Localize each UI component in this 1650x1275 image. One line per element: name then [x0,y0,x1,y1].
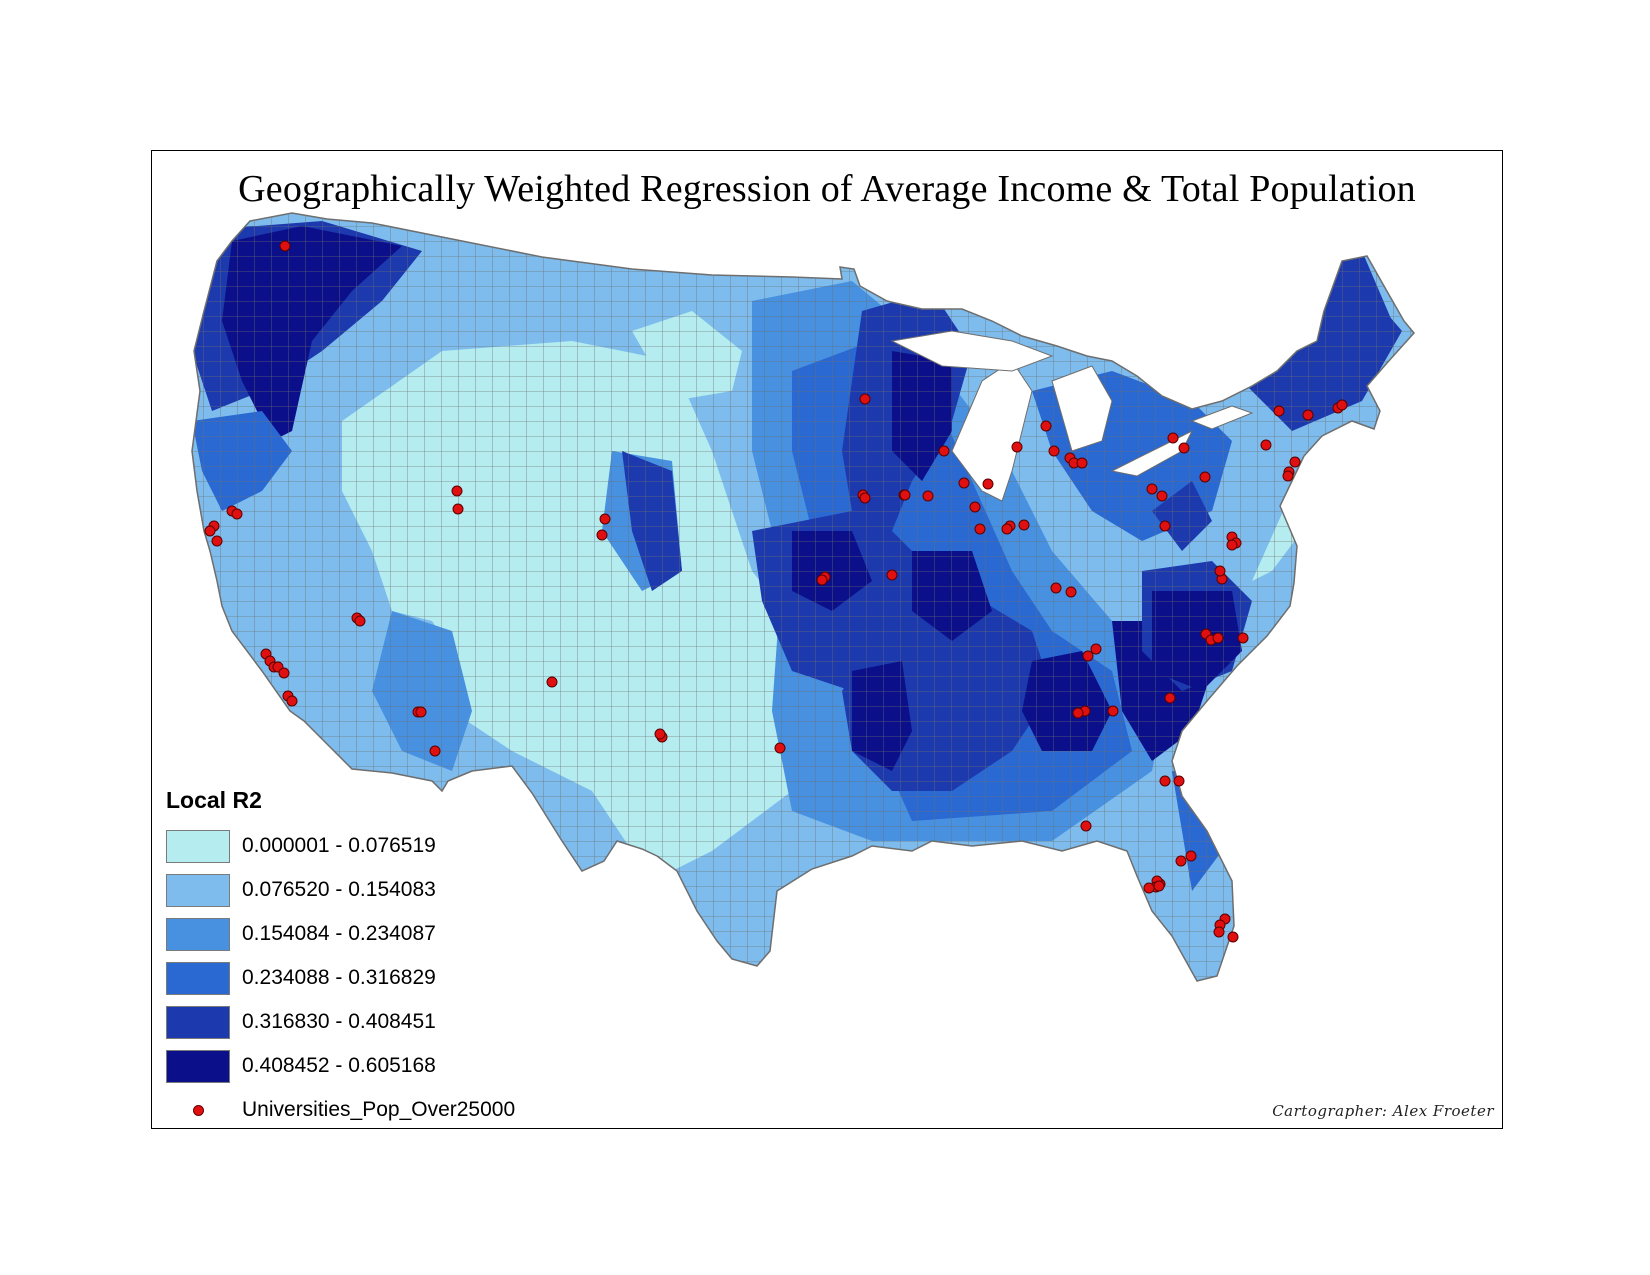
university-point [1001,523,1013,535]
university-point [1018,519,1030,531]
legend-label: 0.316830 - 0.408451 [242,1010,436,1033]
legend-label: 0.154084 - 0.234087 [242,922,436,945]
university-point [1164,692,1176,704]
university-point [211,535,223,547]
university-point [958,477,970,489]
university-point [415,706,427,718]
university-point [1072,707,1084,719]
legend-class-6: 0.408452 - 0.605168 [166,1044,586,1088]
legend-point-layer: Universities_Pop_Over25000 [166,1088,586,1128]
university-point [1011,441,1023,453]
legend: Local R2 0.000001 - 0.076519 0.076520 - … [166,787,586,1128]
university-point [1146,483,1158,495]
legend-label: 0.076520 - 0.154083 [242,878,436,901]
university-point [429,745,441,757]
universities-points [204,240,1348,943]
university-point [1213,926,1225,938]
university-point [1167,432,1179,444]
red-dot-icon [192,1104,204,1116]
university-point [546,676,558,688]
university-point [1214,565,1226,577]
university-point [1050,582,1062,594]
university-point [1076,457,1088,469]
university-point [922,490,934,502]
university-point [982,478,994,490]
university-point [1040,420,1052,432]
legend-class-1: 0.000001 - 0.076519 [166,824,586,868]
legend-swatch [166,1049,230,1083]
university-point [1175,855,1187,867]
university-point [654,728,666,740]
lake-superior [890,330,1054,372]
university-point [859,393,871,405]
university-point [1289,456,1301,468]
university-point [354,615,366,627]
legend-swatch [166,1005,230,1039]
university-point [1227,931,1239,943]
map-frame: Geographically Weighted Regression of Av… [151,150,1503,1129]
university-point [1107,705,1119,717]
us-outline [191,212,1415,982]
university-point [286,695,298,707]
legend-label: 0.000001 - 0.076519 [242,834,436,857]
university-point [1226,539,1238,551]
legend-point-symbol [166,1094,230,1127]
university-point [1336,399,1348,411]
university-point [451,485,463,497]
university-point [1178,442,1190,454]
university-point [899,489,911,501]
university-point [1237,632,1249,644]
choropleth-map [191,212,1415,982]
university-point [1065,586,1077,598]
legend-label: 0.234088 - 0.316829 [242,966,436,989]
university-point [816,574,828,586]
legend-class-3: 0.154084 - 0.234087 [166,912,586,956]
university-point [859,492,871,504]
legend-title: Local R2 [166,787,262,813]
university-point [1199,471,1211,483]
cartographer-credit: Cartographer: Alex Froeter [1272,1102,1494,1120]
university-point [1282,470,1294,482]
legend-swatch [166,829,230,863]
university-point [231,508,243,520]
legend-swatch [166,873,230,907]
university-point [1156,490,1168,502]
university-point [1260,439,1272,451]
university-point [1212,632,1224,644]
university-point [1173,775,1185,787]
university-point [278,667,290,679]
university-point [774,742,786,754]
map-title: Geographically Weighted Regression of Av… [238,168,1416,210]
university-point [596,529,608,541]
university-point [1048,445,1060,457]
legend-swatch [166,961,230,995]
university-point [599,513,611,525]
university-point [1082,650,1094,662]
university-point [452,503,464,515]
lake-huron [1051,365,1113,452]
legend-label: Universities_Pop_Over25000 [242,1098,516,1121]
legend-class-2: 0.076520 - 0.154083 [166,868,586,912]
legend-class-4: 0.234088 - 0.316829 [166,956,586,1000]
university-point [279,240,291,252]
university-point [1273,405,1285,417]
university-point [1185,850,1197,862]
university-point [1080,820,1092,832]
university-point [886,569,898,581]
university-point [974,523,986,535]
university-point [1153,880,1165,892]
legend-swatch [166,917,230,951]
university-point [1090,643,1102,655]
university-point [1143,882,1155,894]
university-point [204,525,216,537]
university-point [938,445,950,457]
university-point [1159,520,1171,532]
legend-label: 0.408452 - 0.605168 [242,1054,436,1077]
university-point [1302,409,1314,421]
lake-ontario [1190,405,1254,430]
lake-michigan [951,360,1033,502]
university-point [1159,775,1171,787]
legend-class-5: 0.316830 - 0.408451 [166,1000,586,1044]
university-point [969,501,981,513]
